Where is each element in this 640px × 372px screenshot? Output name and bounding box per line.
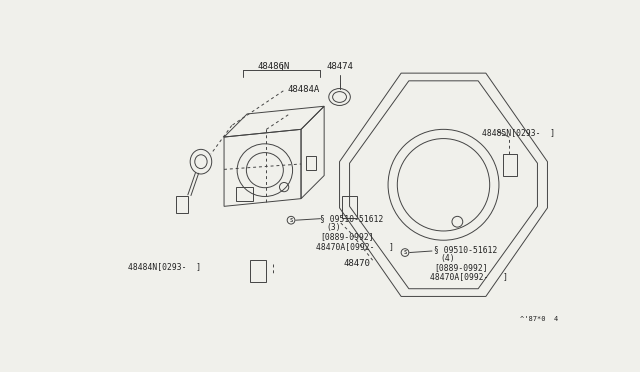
Text: [0889-0992]: [0889-0992] [435,263,488,272]
Text: [0889-0992]: [0889-0992] [320,232,374,241]
Text: 48470: 48470 [344,259,371,268]
Text: 48486N: 48486N [257,62,289,71]
Text: S: S [403,250,406,255]
Bar [307,156,316,170]
Text: 48485N[0293-  ]: 48485N[0293- ] [482,128,555,137]
Text: 48484N[0293-  ]: 48484N[0293- ] [128,262,201,271]
Bar [503,154,516,176]
Bar [175,196,188,212]
Text: ^'87*0  4: ^'87*0 4 [520,316,559,322]
Text: 48470A[0992-   ]: 48470A[0992- ] [316,242,394,251]
Text: § 09510-51612: § 09510-51612 [435,245,498,254]
Bar [236,187,253,201]
Text: (4): (4) [440,254,455,263]
Text: 48484A: 48484A [288,85,320,94]
Bar [342,196,357,218]
Text: § 09510-51612: § 09510-51612 [320,214,383,223]
Text: 48474: 48474 [326,62,353,71]
Text: (3): (3) [326,223,341,232]
Bar [250,260,266,282]
Text: 48470A[0992-   ]: 48470A[0992- ] [431,273,508,282]
Text: S: S [289,218,292,223]
